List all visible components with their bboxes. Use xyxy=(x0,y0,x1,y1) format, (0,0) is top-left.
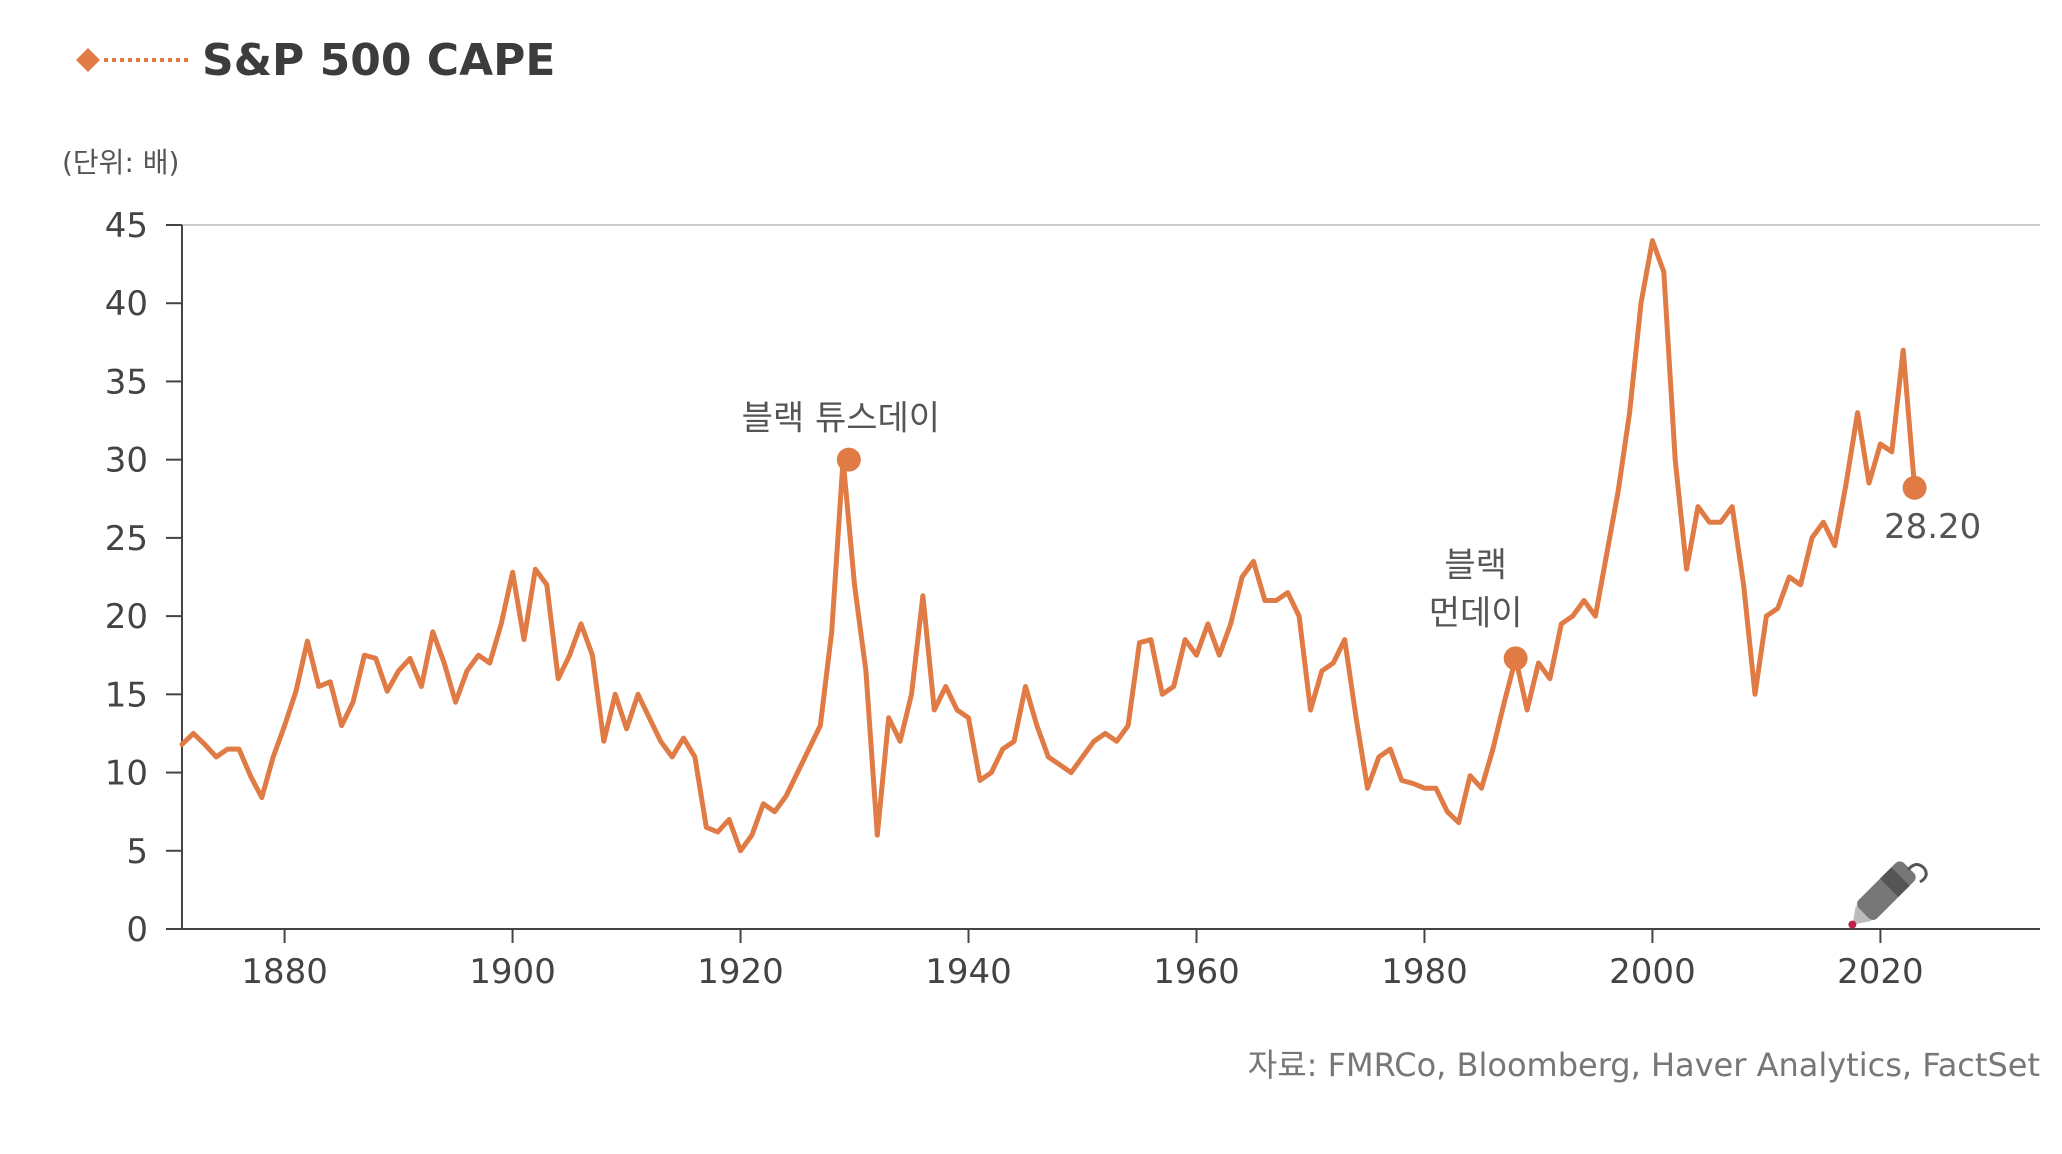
x-tick-label: 1940 xyxy=(925,952,1012,992)
annotation-latest-value: 28.20 xyxy=(1884,507,1981,547)
legend: S&P 500 CAPE xyxy=(76,35,555,86)
y-tick-label: 5 xyxy=(126,832,148,872)
x-tick-label: 1880 xyxy=(241,952,328,992)
marker-dot xyxy=(836,447,861,472)
y-ticks: 0 5 10 15 20 25 30 35 40 45 xyxy=(105,206,182,950)
annotation-black-monday: 먼데이 xyxy=(1429,593,1523,633)
cape-series-line xyxy=(179,238,1918,854)
marker-dot xyxy=(1503,646,1528,671)
x-tick-label: 1960 xyxy=(1153,952,1240,992)
y-tick-label: 35 xyxy=(105,362,148,402)
y-tick-label: 20 xyxy=(105,597,148,637)
y-tick-label: 25 xyxy=(105,519,148,559)
y-tick-label: 30 xyxy=(105,441,148,481)
x-tick-label: 1900 xyxy=(469,952,556,992)
annotation-black-tuesday: 블랙 튜스데이 xyxy=(742,399,941,439)
y-tick-label: 10 xyxy=(105,754,148,794)
source-note: 자료: FMRCo, Bloomberg, Haver Analytics, F… xyxy=(1248,1046,2040,1084)
annotation-black-monday: 블랙 xyxy=(1444,545,1507,585)
y-tick-label: 0 xyxy=(126,910,148,950)
x-tick-label: 1920 xyxy=(697,952,784,992)
x-ticks: 1880 1900 1920 1940 1960 1980 2000 2020 xyxy=(241,929,1924,992)
x-tick-label: 2000 xyxy=(1609,952,1696,992)
y-tick-label: 15 xyxy=(105,675,148,715)
pen-squiggle-icon xyxy=(1906,863,1928,884)
marker-dot xyxy=(1902,475,1927,500)
x-tick-label: 1980 xyxy=(1381,952,1468,992)
x-tick-label: 2020 xyxy=(1837,952,1924,992)
chart-title: S&P 500 CAPE xyxy=(202,35,555,86)
y-tick-label: 45 xyxy=(105,206,148,246)
axes xyxy=(181,224,2040,930)
y-tick-label: 40 xyxy=(105,284,148,324)
pen-icon xyxy=(1848,861,1916,929)
legend-diamond-icon xyxy=(76,48,100,72)
unit-label: (단위: 배) xyxy=(62,146,179,179)
